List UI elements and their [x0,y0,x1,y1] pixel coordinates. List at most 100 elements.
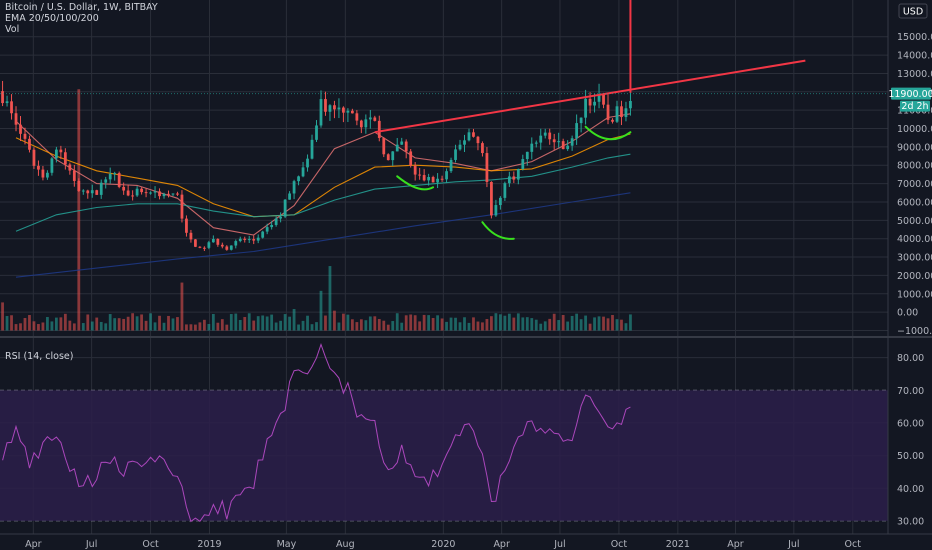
volume-bar [54,317,58,331]
candle [512,171,516,183]
volume-bar [463,317,466,331]
candle [359,119,363,134]
candle-body [14,113,18,125]
volume-bar [494,313,498,331]
candle [566,140,570,151]
volume-legend[interactable]: Vol [5,24,19,35]
last-price-value: 11900.00 [888,89,932,100]
candle-body [194,239,197,247]
ema-legend[interactable]: EMA 20/50/100/200 [5,13,99,24]
candle [126,184,130,197]
candle-body [620,106,623,118]
candle-body [463,140,466,145]
candle-body [584,98,587,118]
candle-body [530,143,534,152]
candle-body [306,158,309,168]
candle-body [99,182,103,195]
candle-body [342,107,345,113]
price-tick-label: 4000.00 [897,234,932,245]
candle-body [185,218,188,233]
rsi-legend[interactable]: RSI (14, close) [5,351,73,362]
volume-bar [189,324,193,331]
symbol-legend[interactable]: Bitcoin / U.S. Dollar, 1W, BITBAY [5,2,158,13]
volume-bar [615,319,619,331]
volume-bar [225,324,229,331]
candle [46,170,49,180]
price-tick-label: 14000.00 [897,51,932,62]
volume-bar [373,316,377,331]
candle-body [310,139,314,159]
candle-body [50,158,54,173]
volume-bar [220,319,224,331]
candle [301,161,305,178]
rsi-axis-scale[interactable]: 30.00 40.00 50.00 60.00 70.00 80.00 [897,353,924,527]
volume-bar [620,319,623,331]
candle [252,235,256,245]
volume-bar [413,315,417,331]
volume-bar [14,324,18,331]
volume-bar [624,323,628,331]
candle-body [41,169,45,178]
candle [135,186,139,197]
candle [158,188,161,200]
candle-body [283,199,287,217]
rsi-series-line [2,342,631,523]
volume-bar [400,322,404,331]
candle [472,128,475,138]
candle [131,190,135,201]
candle [498,196,502,210]
candle [548,128,552,145]
time-tick-label: Jul [85,539,97,550]
candle-body [140,188,143,193]
volume-bar [395,313,399,331]
volume-bar [548,318,552,331]
volume-bar [575,313,579,331]
candle-body [552,139,556,143]
currency-label[interactable]: USD [898,3,928,19]
candle-body [77,180,81,191]
candle [194,239,197,248]
volume-bar [283,314,287,331]
candle-body [427,177,431,181]
volume-bar [476,321,480,331]
candle [377,115,381,142]
volume-bar [59,317,63,331]
candle [243,236,247,243]
candle [270,221,274,230]
candle [63,148,67,170]
ema-lines [15,113,631,278]
candle [454,144,457,163]
candle-body [5,101,9,104]
candle-body [355,113,359,121]
candle [185,215,188,237]
price-axis-scale[interactable]: −1000.00 0.00 1000.00 2000.00 3000.00 4000.00… [897,32,932,337]
candle-body [350,110,354,114]
candle [481,141,484,157]
candle [68,162,72,175]
candle [575,114,579,145]
volume-bar [72,323,76,331]
volume-bar [422,314,426,331]
volume-bar [216,322,220,331]
candle-body [68,164,72,171]
candle-body [229,245,233,250]
candle-body [158,191,161,197]
volume-bar [386,324,390,331]
volume-bar [552,313,556,331]
time-axis-scale[interactable]: Apr Jul Oct 2019 May Aug 2020 Apr Jul Oct 2021 Apr J… [25,539,861,550]
candle-body [368,117,372,120]
candle-body [32,149,36,166]
candle [41,165,45,181]
candle-body [476,136,480,144]
candle-body [86,190,90,194]
volume-bars [1,89,632,331]
candle [288,191,291,200]
candle [189,229,193,243]
curve-annotation [584,125,632,141]
price-tick-label: 2000.00 [897,271,932,282]
candle [176,191,179,197]
candle-body [503,183,507,198]
candle [557,132,561,148]
candle-body [364,119,368,128]
